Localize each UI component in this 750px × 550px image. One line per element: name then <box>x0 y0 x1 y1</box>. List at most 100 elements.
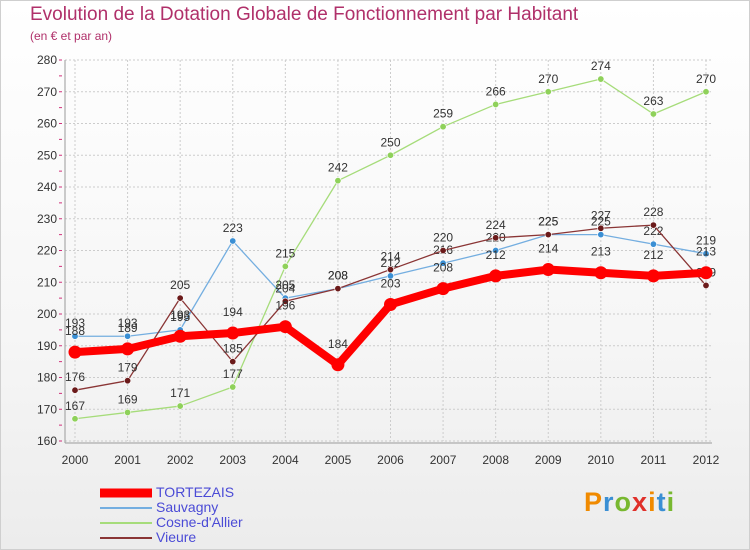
logo-letter: x <box>632 487 649 517</box>
data-point-vieure <box>281 297 289 305</box>
data-label-cosne-d-allier: 270 <box>538 72 558 86</box>
data-label-vieure: 228 <box>643 205 663 219</box>
data-label-vieure: 176 <box>65 370 85 384</box>
data-point-cosne-d-allier <box>649 110 657 118</box>
y-tick-label: 200 <box>37 307 57 321</box>
legend-swatch <box>100 488 152 497</box>
data-point-cosne-d-allier <box>597 75 605 83</box>
data-label-cosne-d-allier: 266 <box>486 84 506 98</box>
data-point-cosne-d-allier <box>386 151 394 159</box>
x-tick-label: 2010 <box>587 453 614 467</box>
data-point-tortezais <box>331 358 345 372</box>
data-label-cosne-d-allier: 274 <box>591 59 611 73</box>
data-label-sauvagny: 219 <box>696 234 716 248</box>
data-point-tortezais <box>68 345 82 359</box>
data-label-sauvagny: 195 <box>170 310 190 324</box>
data-label-sauvagny: 222 <box>643 224 663 238</box>
data-label-tortezais: 196 <box>275 299 295 313</box>
data-point-vieure <box>124 377 132 385</box>
x-tick-label: 2012 <box>693 453 720 467</box>
legend-label: Sauvagny <box>156 499 219 515</box>
data-point-sauvagny <box>439 259 447 267</box>
y-tick-label: 190 <box>37 339 57 353</box>
data-label-vieure: 205 <box>170 278 190 292</box>
chart-title: Evolution de la Dotation Globale de Fonc… <box>30 4 579 25</box>
data-label-vieure: 224 <box>486 218 506 232</box>
data-point-sauvagny <box>71 332 79 340</box>
data-label-tortezais: 188 <box>65 324 85 338</box>
data-point-tortezais <box>384 297 397 311</box>
y-tick-label: 280 <box>37 53 57 67</box>
y-tick-label: 240 <box>37 180 57 194</box>
data-point-vieure <box>702 281 710 289</box>
y-tick-label: 170 <box>37 402 57 416</box>
data-point-tortezais <box>436 282 450 296</box>
data-label-vieure: 214 <box>380 250 400 264</box>
proxiti-logo: Proxiti <box>584 487 675 518</box>
data-point-tortezais <box>699 266 713 280</box>
data-point-sauvagny <box>229 237 237 245</box>
data-label-sauvagny: 193 <box>65 316 85 330</box>
data-label-sauvagny: 208 <box>328 269 348 283</box>
data-label-cosne-d-allier: 263 <box>643 94 663 108</box>
x-tick-label: 2006 <box>377 453 404 467</box>
x-tick-label: 2011 <box>641 453 667 467</box>
x-tick-label: 2005 <box>325 453 352 467</box>
data-point-vieure <box>229 358 237 366</box>
data-label-cosne-d-allier: 270 <box>696 72 716 86</box>
data-point-cosne-d-allier <box>71 415 79 423</box>
chart-subtitle: (en € et par an) <box>30 29 113 43</box>
data-point-sauvagny <box>124 332 132 340</box>
data-label-tortezais: 208 <box>433 261 453 275</box>
data-label-tortezais: 214 <box>538 242 558 256</box>
data-point-vieure <box>597 224 605 232</box>
logo-letter: t <box>656 487 667 517</box>
y-tick-label: 250 <box>37 148 57 162</box>
data-point-tortezais <box>226 326 240 340</box>
data-point-vieure <box>544 231 552 239</box>
logo-letter: r <box>603 487 615 517</box>
data-label-tortezais: 213 <box>591 245 611 259</box>
y-tick-label: 260 <box>37 117 57 131</box>
x-tick-label: 2004 <box>272 453 299 467</box>
data-label-tortezais: 203 <box>380 276 400 290</box>
data-label-cosne-d-allier: 215 <box>275 246 295 260</box>
data-point-tortezais <box>278 320 292 334</box>
data-label-vieure: 179 <box>118 361 138 375</box>
data-point-tortezais <box>541 263 555 277</box>
data-label-sauvagny: 225 <box>538 215 558 229</box>
data-point-vieure <box>649 221 657 229</box>
data-point-vieure <box>334 285 342 293</box>
legend-swatch <box>100 536 152 539</box>
data-label-sauvagny: 212 <box>380 256 400 270</box>
x-tick-label: 2009 <box>535 453 562 467</box>
data-point-sauvagny <box>649 240 657 248</box>
legend-swatch <box>100 521 152 524</box>
data-point-tortezais <box>121 342 135 356</box>
data-point-vieure <box>71 386 79 394</box>
legend-label: Cosne-d'Allier <box>156 514 243 530</box>
data-label-tortezais: 212 <box>486 248 506 262</box>
data-point-vieure <box>176 294 184 302</box>
x-tick-label: 2008 <box>482 453 509 467</box>
logo-letter: o <box>614 487 633 517</box>
y-tick-label: 160 <box>37 434 57 448</box>
data-label-cosne-d-allier: 177 <box>223 367 243 381</box>
y-tick-label: 210 <box>37 275 57 289</box>
data-point-tortezais <box>489 269 503 283</box>
logo-letter: P <box>584 487 604 517</box>
data-label-sauvagny: 225 <box>591 215 611 229</box>
data-label-sauvagny: 205 <box>275 278 295 292</box>
x-tick-label: 2003 <box>219 453 246 467</box>
data-label-tortezais: 189 <box>118 321 138 335</box>
x-tick-label: 2007 <box>430 453 457 467</box>
data-label-vieure: 227 <box>591 208 611 222</box>
data-point-cosne-d-allier <box>544 88 552 96</box>
data-label-vieure: 225 <box>538 215 558 229</box>
data-point-cosne-d-allier <box>176 402 184 410</box>
data-point-vieure <box>439 247 447 255</box>
data-label-tortezais: 184 <box>328 337 348 351</box>
data-label-cosne-d-allier: 250 <box>380 135 400 149</box>
data-point-tortezais <box>646 269 660 283</box>
